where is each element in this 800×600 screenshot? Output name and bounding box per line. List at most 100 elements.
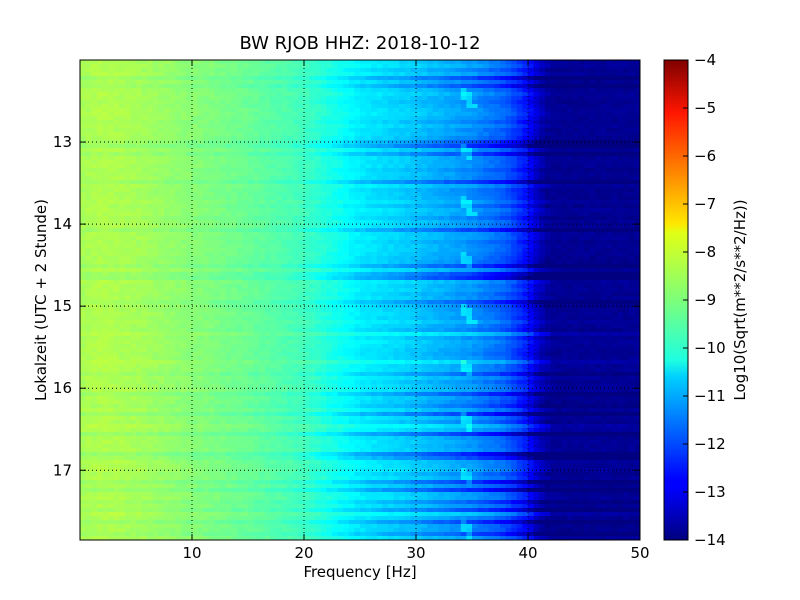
heatmap-cell: [242, 184, 249, 189]
heatmap-cell: [119, 256, 126, 261]
heatmap-cell: [477, 60, 484, 65]
heatmap-cell: [292, 212, 299, 217]
heatmap-cell: [158, 176, 165, 181]
heatmap-cell: [606, 168, 613, 173]
heatmap-cell: [309, 236, 316, 241]
heatmap-cell: [214, 232, 221, 237]
heatmap-cell: [337, 172, 344, 177]
heatmap-cell: [421, 152, 428, 157]
heatmap-cell: [360, 172, 367, 177]
heatmap-cell: [522, 120, 529, 125]
heatmap-cell: [91, 220, 98, 225]
heatmap-cell: [298, 152, 305, 157]
heatmap-cell: [102, 60, 109, 65]
heatmap-cell: [416, 112, 423, 117]
heatmap-cell: [85, 76, 92, 81]
heatmap-cell: [600, 88, 607, 93]
heatmap-cell: [427, 112, 434, 117]
heatmap-cell: [360, 200, 367, 205]
heatmap-cell: [287, 140, 294, 145]
heatmap-cell: [113, 120, 120, 125]
heatmap-cell: [337, 96, 344, 101]
heatmap-cell: [197, 216, 204, 221]
heatmap-cell: [360, 72, 367, 77]
heatmap-cell: [225, 64, 232, 69]
heatmap-cell: [343, 88, 350, 93]
heatmap-cell: [365, 116, 372, 121]
heatmap-cell: [124, 168, 131, 173]
heatmap-cell: [539, 132, 546, 137]
heatmap-cell: [253, 240, 260, 245]
heatmap-cell: [248, 120, 255, 125]
heatmap-cell: [606, 252, 613, 257]
heatmap-cell: [214, 152, 221, 157]
heatmap-cell: [516, 248, 523, 253]
heatmap-cell: [264, 228, 271, 233]
heatmap-cell: [298, 120, 305, 125]
heatmap-cell: [634, 228, 640, 233]
heatmap-cell: [175, 112, 182, 117]
heatmap-cell: [584, 168, 591, 173]
heatmap-cell: [270, 76, 277, 81]
heatmap-cell: [522, 248, 529, 253]
heatmap-cell: [180, 68, 187, 73]
heatmap-cell: [488, 136, 495, 141]
heatmap-cell: [617, 72, 624, 77]
heatmap-cell: [96, 108, 103, 113]
heatmap-cell: [80, 156, 87, 161]
heatmap-cell: [460, 164, 467, 169]
heatmap-cell: [136, 236, 143, 241]
heatmap-cell: [281, 232, 288, 237]
heatmap-cell: [186, 212, 193, 217]
heatmap-cell: [113, 76, 120, 81]
heatmap-cell: [192, 160, 199, 165]
heatmap-cell: [416, 124, 423, 129]
heatmap-cell: [516, 104, 523, 109]
heatmap-cell: [460, 156, 467, 161]
heatmap-cell: [192, 80, 199, 85]
heatmap-cell: [119, 60, 126, 65]
heatmap-cell: [175, 160, 182, 165]
heatmap-cell: [600, 64, 607, 69]
heatmap-cell: [449, 196, 456, 201]
heatmap-cell: [236, 72, 243, 77]
heatmap-cell: [516, 64, 523, 69]
heatmap-cell: [343, 164, 350, 169]
heatmap-cell: [550, 188, 557, 193]
heatmap-cell: [248, 168, 255, 173]
heatmap-cell: [225, 116, 232, 121]
heatmap-cell: [544, 192, 551, 197]
heatmap-cell: [197, 64, 204, 69]
heatmap-cell: [208, 132, 215, 137]
heatmap-cell: [287, 132, 294, 137]
heatmap-cell: [511, 136, 518, 141]
heatmap-cell: [203, 212, 210, 217]
heatmap-cell: [556, 244, 563, 249]
heatmap-cell: [595, 124, 602, 129]
heatmap-cell: [309, 244, 316, 249]
heatmap-cell: [449, 68, 456, 73]
heatmap-cell: [186, 84, 193, 89]
heatmap-cell: [600, 224, 607, 229]
heatmap-cell: [197, 84, 204, 89]
heatmap-cell: [567, 116, 574, 121]
heatmap-cell: [287, 160, 294, 165]
heatmap-cell: [539, 180, 546, 185]
heatmap-cell: [427, 228, 434, 233]
heatmap-cell: [612, 92, 619, 97]
heatmap-cell: [158, 180, 165, 185]
heatmap-cell: [231, 216, 238, 221]
heatmap-cell: [242, 152, 249, 157]
heatmap-cell: [438, 64, 445, 69]
heatmap-cell: [343, 184, 350, 189]
heatmap-cell: [259, 248, 266, 253]
heatmap-cell: [119, 80, 126, 85]
heatmap-cell: [416, 216, 423, 221]
heatmap-cell: [371, 100, 378, 105]
heatmap-cell: [455, 128, 462, 133]
heatmap-cell: [472, 196, 479, 201]
heatmap-cell: [119, 196, 126, 201]
heatmap-cell: [281, 184, 288, 189]
heatmap-cell: [326, 92, 333, 97]
heatmap-cell: [432, 216, 439, 221]
